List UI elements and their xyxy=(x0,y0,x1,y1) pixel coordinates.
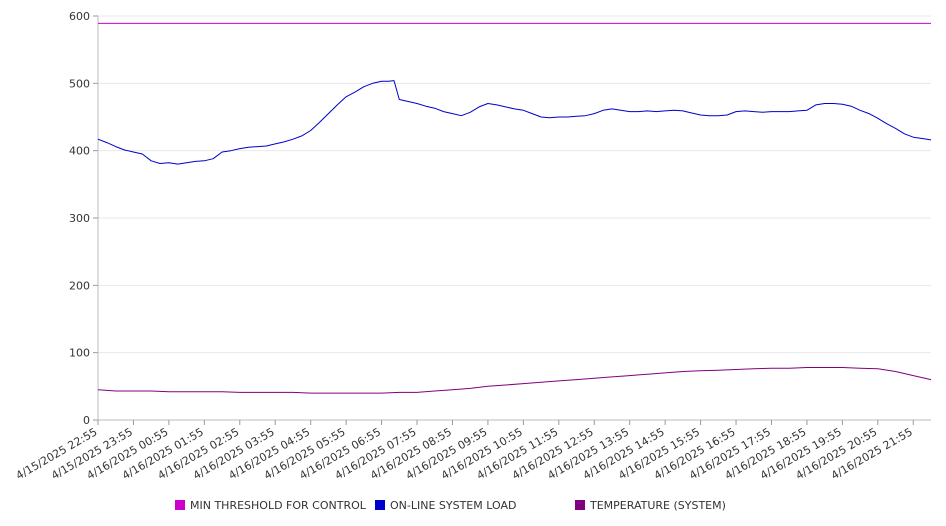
y-tick-label: 500 xyxy=(69,77,90,90)
series-line-on-line-system-load xyxy=(97,80,932,165)
legend-label-min-threshold-for-control: MIN THRESHOLD FOR CONTROL xyxy=(190,499,367,512)
legend-swatch-min-threshold-for-control xyxy=(175,500,185,510)
series-layer xyxy=(97,22,932,394)
y-tick-label: 400 xyxy=(69,145,90,158)
grid-layer xyxy=(98,15,931,354)
legend-label-temperature-system: TEMPERATURE (SYSTEM) xyxy=(589,499,726,512)
y-tick-label: 0 xyxy=(83,414,90,427)
y-tick-label: 100 xyxy=(69,347,90,360)
legend-swatch-temperature-system xyxy=(575,500,585,510)
y-tick-label: 200 xyxy=(69,279,90,292)
legend: MIN THRESHOLD FOR CONTROL ON-LINE SYSTEM … xyxy=(175,499,726,512)
legend-label-on-line-system-load: ON-LINE SYSTEM LOAD xyxy=(390,499,516,512)
series-line-temperature-system xyxy=(97,367,932,394)
x-tick-labels: 4/15/2025 22:554/15/2025 23:554/16/2025 … xyxy=(14,425,915,482)
y-tick-label: 300 xyxy=(69,212,90,225)
axis-layer: 0 100 200 300 400 500 600 xyxy=(69,10,931,427)
y-tick-label: 600 xyxy=(69,10,90,23)
legend-swatch-on-line-system-load xyxy=(375,500,385,510)
